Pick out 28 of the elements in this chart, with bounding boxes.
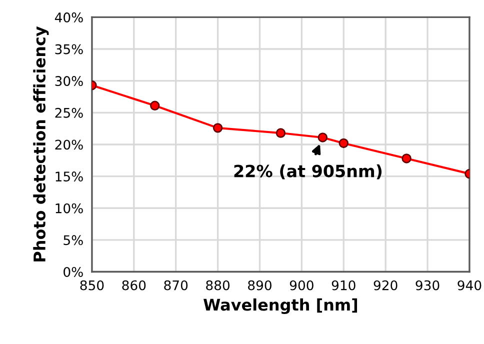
x-tick-label: 880 (206, 280, 230, 290)
x-tick-label: 850 (80, 280, 104, 290)
point (150, 100, 160, 111)
point (318, 132, 328, 142)
point (402, 154, 412, 164)
x-tick-label: 870 (164, 280, 188, 290)
x-tick-label: 890 (248, 280, 272, 290)
y-tick-label: 0% (64, 266, 83, 277)
point (212, 123, 223, 133)
x-tick-label: 940 (458, 280, 482, 290)
point (276, 128, 286, 138)
y-tick-label: 5% (64, 235, 83, 246)
x-tick-label: 930 (416, 280, 440, 290)
annotation: 22% (at 905nm) (234, 164, 382, 180)
x-axis-title: Wavelength [nm] (204, 298, 358, 314)
x-tick-label: 860 (122, 280, 146, 290)
y-tick-label: 15% (56, 172, 83, 182)
x-tick-label: 920 (374, 280, 398, 290)
y-tick-label: 35% (55, 44, 83, 54)
y-tick-label: 10% (56, 203, 83, 214)
y-axis-title: Photo detection efficiency (33, 26, 49, 262)
x-tick-label: 910 (332, 280, 356, 290)
x-tick-label: 900 (290, 280, 314, 290)
y-tick-label: 25% (55, 108, 83, 118)
y-tick-label: 40% (54, 12, 83, 22)
point (338, 138, 348, 148)
y-tick-label: 20% (55, 140, 83, 150)
y-tick-label: 30% (55, 76, 83, 86)
